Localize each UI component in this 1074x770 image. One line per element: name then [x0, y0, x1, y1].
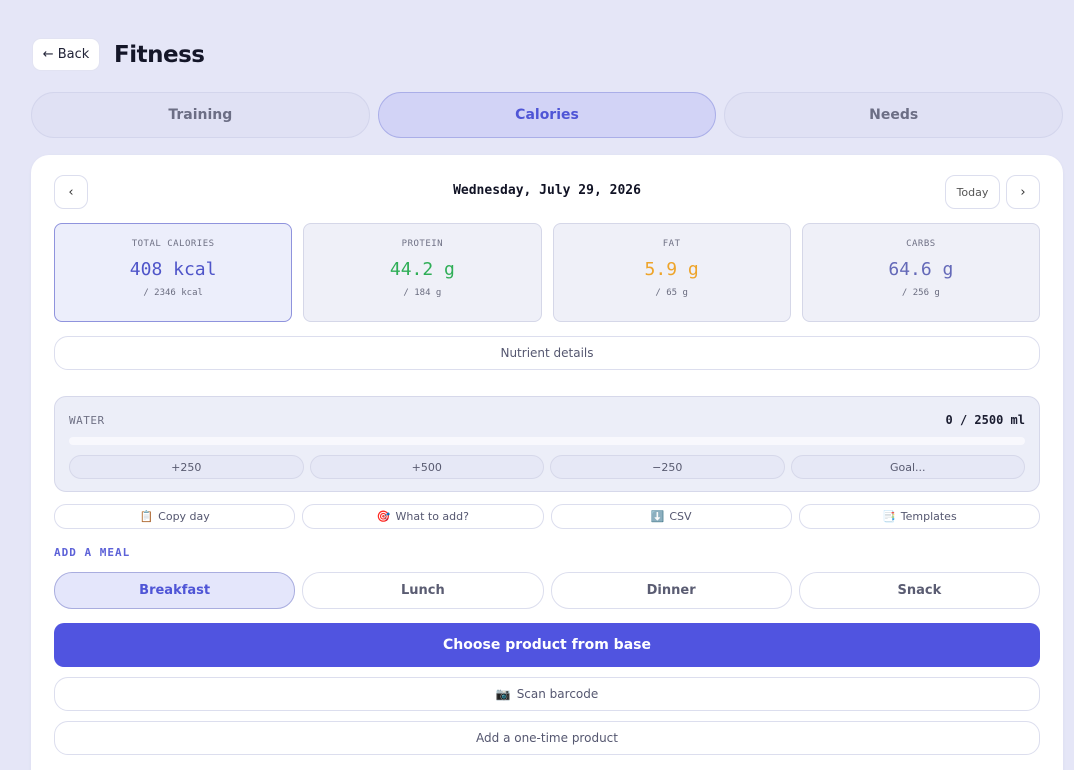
action-label: What to add?	[395, 510, 469, 523]
stat-label: FAT	[662, 239, 681, 249]
water-add-500-button[interactable]: +500	[309, 455, 544, 479]
water-add-250-button[interactable]: +250	[69, 455, 304, 479]
nutrient-details-button[interactable]: Nutrient details	[54, 336, 1040, 370]
meal-dinner-button[interactable]: Dinner	[550, 572, 792, 609]
stat-goal: / 2346 kcal	[143, 288, 203, 298]
stat-value: 64.6 g	[888, 259, 954, 280]
meal-lunch-button[interactable]: Lunch	[302, 572, 544, 609]
action-label: Templates	[900, 510, 957, 523]
date-navigation: ‹ Wednesday, July 29, 2026 Today ›	[54, 175, 1040, 209]
water-tracker: WATER 0 / 2500 ml +250 +500 −250 Goal...	[54, 396, 1040, 492]
download-icon: ⬇️	[650, 510, 665, 523]
water-label: WATER	[69, 414, 105, 427]
stat-value: 5.9 g	[644, 259, 699, 280]
stat-card-fat[interactable]: FAT 5.9 g / 65 g	[552, 223, 791, 322]
tab-bar: Training Calories Needs	[31, 92, 1064, 138]
stat-value: 44.2 g	[389, 259, 455, 280]
stat-label: PROTEIN	[401, 239, 444, 249]
target-icon: 🎯	[376, 510, 391, 523]
templates-button[interactable]: 📑 Templates	[798, 504, 1040, 529]
water-goal-button[interactable]: Goal...	[790, 455, 1025, 479]
what-to-add-button[interactable]: 🎯 What to add?	[302, 504, 544, 529]
scan-barcode-label: Scan barcode	[516, 687, 599, 701]
add-one-time-product-button[interactable]: Add a one-time product	[54, 721, 1040, 755]
clipboard-icon: 📋	[139, 510, 154, 523]
meal-breakfast-button[interactable]: Breakfast	[54, 572, 296, 609]
stat-goal: / 256 g	[901, 288, 940, 298]
tab-training[interactable]: Training	[31, 92, 370, 138]
day-actions: 📋 Copy day 🎯 What to add? ⬇️ CSV 📑 Templ…	[54, 504, 1040, 529]
chevron-right-icon: ›	[1020, 184, 1026, 200]
action-label: CSV	[669, 510, 692, 523]
stat-label: TOTAL CALORIES	[131, 239, 215, 249]
action-label: Copy day	[158, 510, 210, 523]
stat-value: 408 kcal	[129, 259, 217, 280]
add-meal-heading: ADD A MEAL	[54, 546, 131, 559]
stat-card-calories[interactable]: TOTAL CALORIES 408 kcal / 2346 kcal	[54, 223, 293, 322]
tab-needs[interactable]: Needs	[724, 92, 1064, 138]
current-date: Wednesday, July 29, 2026	[453, 183, 641, 198]
water-amount: 0 / 2500 ml	[945, 413, 1025, 427]
tab-calories[interactable]: Calories	[377, 92, 717, 138]
stat-card-carbs[interactable]: CARBS 64.6 g / 256 g	[801, 223, 1040, 322]
scan-barcode-button[interactable]: 📷 Scan barcode	[54, 677, 1040, 711]
back-button[interactable]: ← Back	[32, 38, 100, 71]
previous-day-button[interactable]: ‹	[54, 175, 88, 209]
bookmark-tabs-icon: 📑	[882, 510, 896, 523]
stat-goal: / 65 g	[655, 288, 688, 298]
chevron-left-icon: ‹	[68, 184, 74, 200]
calories-card: ‹ Wednesday, July 29, 2026 Today › TOTAL…	[31, 155, 1063, 770]
stat-label: CARBS	[906, 239, 936, 249]
water-remove-250-button[interactable]: −250	[550, 455, 785, 479]
meal-snack-button[interactable]: Snack	[798, 572, 1040, 609]
stat-card-protein[interactable]: PROTEIN 44.2 g / 184 g	[303, 223, 542, 322]
water-progress-bar	[69, 437, 1025, 445]
stat-goal: / 184 g	[403, 288, 442, 298]
header: ← Back Fitness	[32, 38, 205, 71]
copy-day-button[interactable]: 📋 Copy day	[54, 504, 296, 529]
today-button[interactable]: Today	[945, 175, 1000, 209]
next-day-button[interactable]: ›	[1006, 175, 1040, 209]
choose-product-button[interactable]: Choose product from base	[54, 623, 1040, 667]
nutrition-summary: TOTAL CALORIES 408 kcal / 2346 kcal PROT…	[54, 223, 1040, 322]
csv-export-button[interactable]: ⬇️ CSV	[550, 504, 792, 529]
page-title: Fitness	[114, 41, 205, 68]
meal-selector: Breakfast Lunch Dinner Snack	[54, 572, 1040, 609]
camera-icon: 📷	[495, 687, 511, 701]
